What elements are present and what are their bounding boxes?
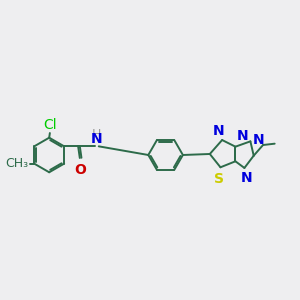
Text: N: N [212,124,224,138]
Text: O: O [74,163,86,177]
Text: N: N [253,133,265,147]
Text: Cl: Cl [43,118,57,132]
Text: H: H [92,128,101,141]
Text: CH₃: CH₃ [5,157,28,170]
Text: N: N [241,171,252,185]
Text: N: N [90,132,102,146]
Text: N: N [237,129,248,143]
Text: S: S [214,172,224,186]
